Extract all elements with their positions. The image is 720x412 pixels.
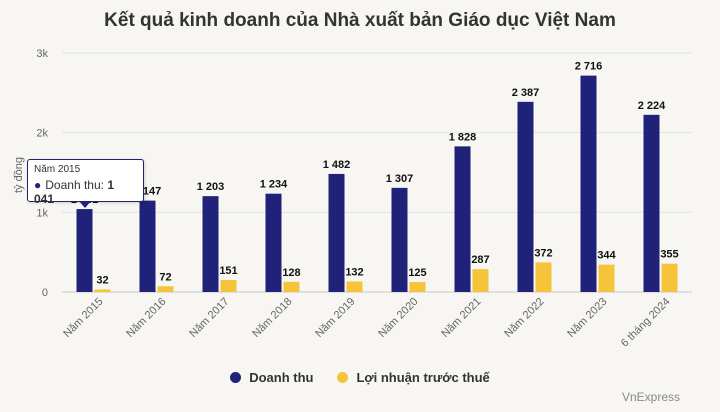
revenue-data-label: 2 716 — [575, 61, 603, 73]
tooltip-series-marker: ● — [34, 178, 42, 192]
revenue-data-label: 1 203 — [197, 181, 225, 193]
source-credit: VnExpress — [621, 390, 680, 404]
revenue-bar — [139, 200, 156, 292]
revenue-data-label: 2 387 — [512, 87, 540, 99]
y-tick-label: 2k — [36, 128, 48, 140]
tooltip-header: Năm 2015 — [34, 164, 81, 175]
profit-bar — [535, 262, 552, 292]
profit-bar — [409, 282, 426, 292]
legend-item-revenue[interactable]: Doanh thu — [230, 370, 313, 385]
profit-bar — [346, 281, 363, 292]
x-category-label: 6 tháng 2024 — [619, 296, 673, 350]
x-category-label: Năm 2020 — [376, 296, 420, 340]
tooltip-value: 1 041 — [34, 178, 114, 206]
legend-item-profit[interactable]: Lợi nhuận trước thuế — [337, 370, 490, 385]
profit-data-label: 32 — [96, 274, 108, 286]
revenue-data-label: 1 482 — [323, 159, 351, 171]
revenue-bar — [454, 146, 471, 292]
x-category-label: Năm 2023 — [565, 296, 609, 340]
profit-data-label: 128 — [282, 267, 300, 279]
legend-marker-revenue — [230, 372, 242, 383]
y-tick-label: 0 — [42, 287, 48, 299]
tooltip-row: ● Doanh thu: 1 041 — [34, 178, 137, 206]
x-category-label: Năm 2019 — [313, 296, 357, 340]
revenue-bar — [643, 114, 660, 292]
revenue-data-label: 1 234 — [260, 179, 288, 191]
profit-bar — [157, 286, 174, 292]
profit-bar — [598, 264, 615, 292]
data-tooltip: Năm 2015 ● Doanh thu: 1 041 — [27, 159, 144, 206]
profit-bar — [283, 281, 300, 292]
revenue-bar — [580, 75, 597, 292]
revenue-bar — [76, 209, 93, 292]
profit-bar — [661, 263, 678, 292]
legend-label-profit: Lợi nhuận trước thuế — [356, 370, 490, 385]
profit-bar — [472, 269, 489, 292]
x-category-label: Năm 2021 — [439, 296, 483, 340]
profit-data-label: 72 — [159, 271, 171, 283]
tooltip-series-name: Doanh thu: — [45, 178, 104, 192]
profit-data-label: 372 — [534, 247, 552, 259]
revenue-bar — [517, 101, 534, 292]
profit-data-label: 125 — [408, 267, 426, 279]
x-category-label: Năm 2018 — [250, 296, 294, 340]
revenue-bar — [265, 193, 282, 292]
revenue-data-label: 2 224 — [638, 100, 666, 112]
revenue-bar — [202, 196, 219, 292]
profit-data-label: 287 — [471, 254, 489, 266]
y-tick-label: 3k — [36, 48, 48, 60]
profit-data-label: 151 — [219, 265, 237, 277]
x-category-label: Năm 2015 — [61, 296, 105, 340]
profit-data-label: 355 — [660, 249, 678, 261]
revenue-data-label: 1 307 — [386, 173, 414, 185]
tooltip-pointer — [79, 201, 91, 208]
profit-data-label: 132 — [345, 266, 363, 278]
profit-bar — [94, 289, 111, 292]
legend-marker-profit — [337, 372, 349, 383]
x-category-label: Năm 2022 — [502, 296, 546, 340]
legend-label-revenue: Doanh thu — [249, 370, 314, 385]
y-axis-title: tỷ đồng — [13, 157, 25, 193]
revenue-bar — [391, 187, 408, 292]
y-tick-label: 1k — [36, 207, 48, 219]
profit-data-label: 344 — [597, 250, 616, 262]
profit-bar — [220, 279, 237, 292]
chart-title: Kết quả kinh doanh của Nhà xuất bản Giáo… — [104, 10, 616, 31]
revenue-bar — [328, 173, 345, 292]
x-category-label: Năm 2017 — [187, 296, 231, 340]
revenue-data-label: 1 828 — [449, 131, 477, 143]
x-category-label: Năm 2016 — [124, 296, 168, 340]
chart-legend: Doanh thu Lợi nhuận trước thuế — [0, 370, 720, 385]
